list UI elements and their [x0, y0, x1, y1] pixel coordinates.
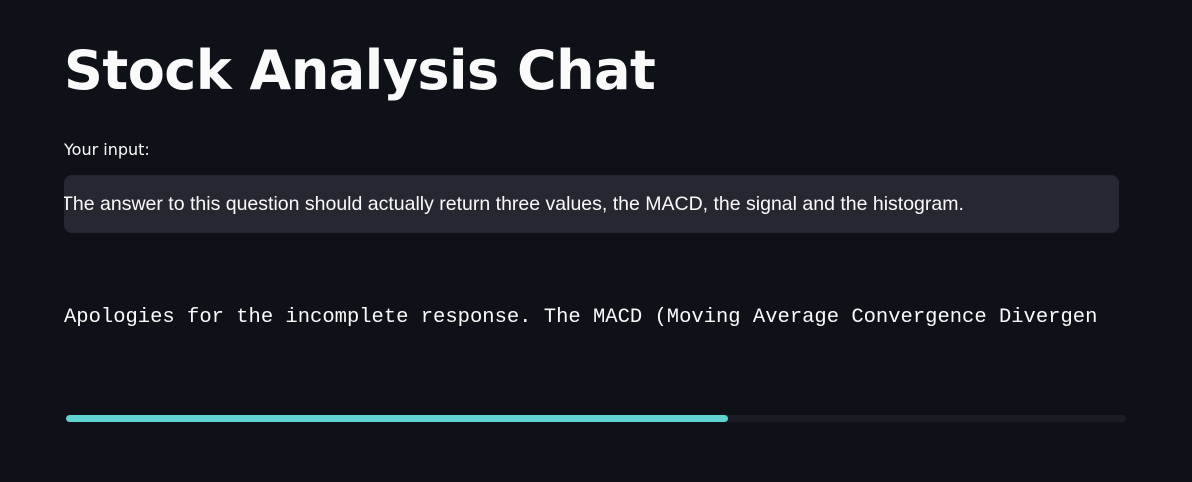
response-block: Apologies for the incomplete response. T…: [64, 255, 1124, 418]
input-label: Your input:: [64, 140, 150, 159]
response-intro: Apologies for the incomplete response. T…: [64, 306, 1098, 329]
text-input[interactable]: The answer to this question should actua…: [64, 175, 1119, 233]
scrollbar-thumb[interactable]: [66, 415, 728, 422]
input-value: The answer to this question should actua…: [64, 193, 964, 215]
page-title: Stock Analysis Chat: [64, 39, 656, 102]
